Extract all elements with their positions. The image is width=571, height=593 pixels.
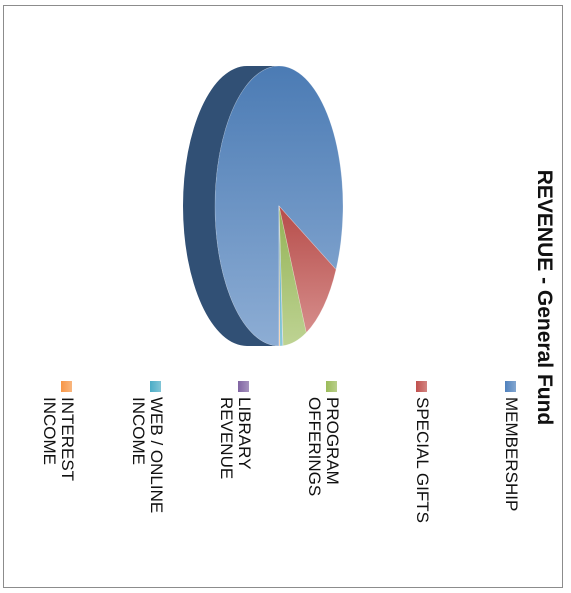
legend-swatch — [416, 381, 427, 392]
pie-slice-membership — [214, 65, 344, 347]
pie-slice-web-online-income — [278, 205, 283, 347]
chart-frame: REVENUE - General Fund MEMBERSHIP SPECIAL… — [3, 5, 563, 588]
legend-label: INTEREST INCOME — [40, 397, 77, 482]
legend-label: LIBRARY REVENUE — [217, 397, 254, 480]
pie-slice-program-offerings — [278, 205, 307, 347]
legend-swatch — [505, 381, 516, 392]
rotated-chart-area: REVENUE - General Fund MEMBERSHIP SPECIAL… — [4, 6, 562, 587]
legend-label: SPECIAL GIFTS — [413, 397, 432, 523]
legend-item-interest-income: INTEREST INCOME — [40, 381, 77, 482]
legend-label: MEMBERSHIP — [502, 397, 521, 512]
legend-swatch — [238, 381, 249, 392]
legend-swatch — [61, 381, 72, 392]
legend-item-membership: MEMBERSHIP — [502, 381, 521, 512]
pie-slice-special-gifts — [278, 204, 337, 334]
legend-item-library-revenue: LIBRARY REVENUE — [217, 381, 254, 480]
legend-label: PROGRAM OFFERINGS — [305, 397, 342, 497]
legend-item-program-offerings: PROGRAM OFFERINGS — [305, 381, 342, 497]
pie-chart — [183, 65, 344, 347]
legend-item-web-online-income: WEB / ONLINE INCOME — [129, 381, 166, 514]
legend-swatch — [326, 381, 337, 392]
legend-label: WEB / ONLINE INCOME — [129, 397, 166, 514]
legend-swatch — [150, 381, 161, 392]
legend-item-special-gifts: SPECIAL GIFTS — [413, 381, 432, 523]
pie-side-membership — [183, 66, 279, 346]
pie-slice-interest-income — [278, 205, 281, 347]
